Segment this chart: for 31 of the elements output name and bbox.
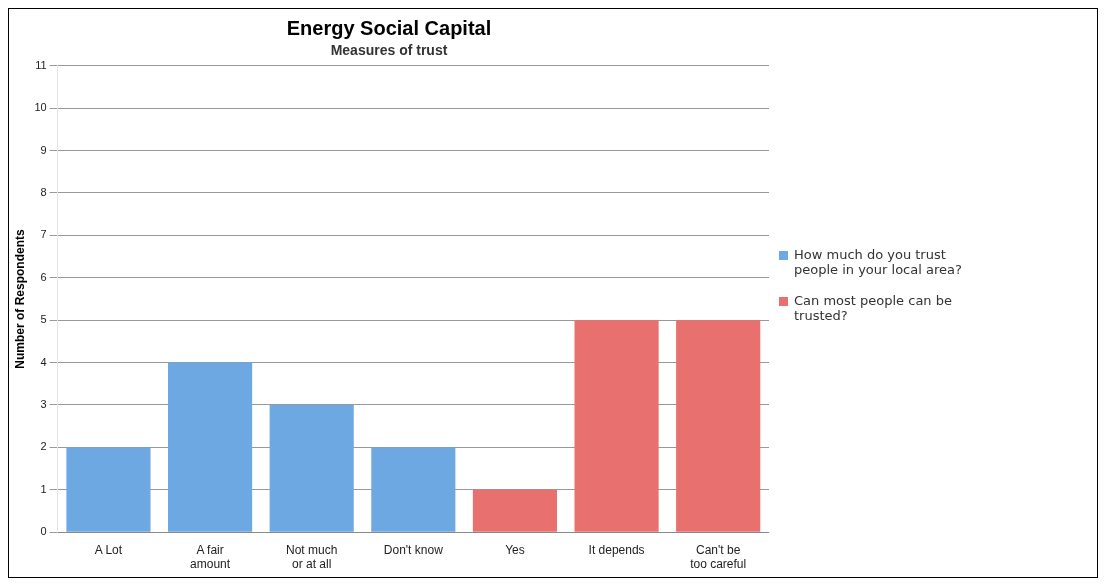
chart-subtitle: Measures of trust [330,42,448,59]
chart-title: Energy Social Capital [286,16,492,39]
x-tick-label: Don't know [383,542,444,557]
x-tick-label: Yes [505,542,525,557]
y-tick-label: 7 [40,228,47,241]
y-tick-label: 11 [35,58,47,71]
legend-label: Can most people can be trusted? [794,293,953,323]
y-tick-label: 2 [40,440,47,453]
x-tick-label: A Lot [94,542,123,557]
x-tick-label: A fair amount [190,542,231,572]
bar [472,489,558,532]
y-tick-label: 1 [40,482,47,495]
y-tick-label: 0 [40,525,47,538]
y-tick-label: 8 [40,186,47,199]
bar [168,362,253,532]
bar [269,405,354,532]
y-tick-label: 10 [34,101,47,114]
bar [676,320,761,532]
y-tick-label: 9 [40,143,47,156]
x-tick-label: It depends [588,542,645,557]
y-axis-title: Number of Respondents [12,229,27,369]
legend-label: How much do you trust people in your local area? [794,247,963,277]
y-tick-label: 4 [40,355,47,368]
y-tick-label: 6 [40,270,47,283]
y-tick-label: 5 [40,313,47,326]
y-tick-label: 3 [40,398,47,411]
x-tick-label: Can't be too careful [690,542,747,572]
bar [66,447,151,532]
x-tick-label: Not much or at all [286,542,338,572]
bar [574,320,659,532]
bar [371,447,456,532]
